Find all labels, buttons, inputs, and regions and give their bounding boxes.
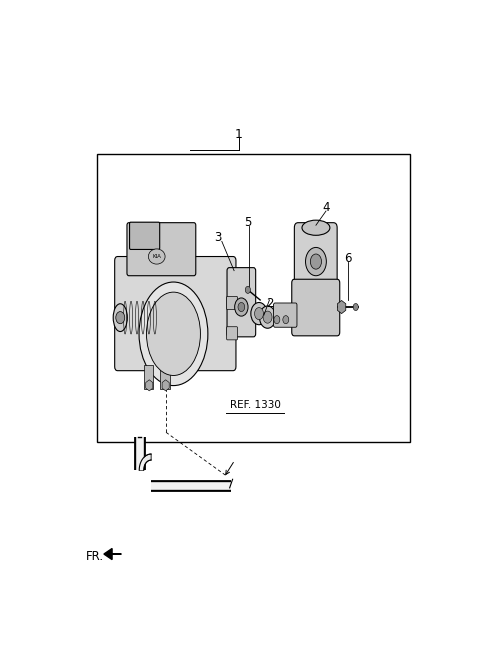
Text: FR.: FR. <box>86 550 104 563</box>
Ellipse shape <box>113 304 127 331</box>
Circle shape <box>274 316 280 323</box>
Circle shape <box>251 302 267 325</box>
FancyArrow shape <box>104 548 121 560</box>
Text: KIA: KIA <box>152 254 161 259</box>
FancyBboxPatch shape <box>227 327 238 340</box>
Circle shape <box>353 304 359 310</box>
Text: REF. 1330: REF. 1330 <box>230 400 281 409</box>
Circle shape <box>311 254 322 269</box>
Circle shape <box>305 247 326 276</box>
Circle shape <box>235 298 248 316</box>
FancyBboxPatch shape <box>130 222 160 249</box>
FancyBboxPatch shape <box>227 268 256 337</box>
Ellipse shape <box>302 220 330 236</box>
Circle shape <box>116 312 125 323</box>
FancyBboxPatch shape <box>127 222 196 276</box>
FancyBboxPatch shape <box>292 279 340 336</box>
Bar <box>160 365 170 390</box>
Text: 6: 6 <box>345 251 352 264</box>
Text: 3: 3 <box>215 232 222 244</box>
Ellipse shape <box>139 282 208 386</box>
Polygon shape <box>139 454 151 470</box>
Circle shape <box>254 308 264 319</box>
Circle shape <box>238 302 245 312</box>
FancyBboxPatch shape <box>115 256 236 371</box>
Circle shape <box>263 311 272 323</box>
Text: 1: 1 <box>235 128 242 141</box>
Circle shape <box>283 316 289 323</box>
Text: 2: 2 <box>266 297 274 310</box>
FancyBboxPatch shape <box>274 303 297 327</box>
Bar <box>144 365 153 390</box>
Circle shape <box>245 286 251 293</box>
Ellipse shape <box>146 292 201 375</box>
FancyBboxPatch shape <box>227 297 238 310</box>
Text: 5: 5 <box>244 216 252 229</box>
Text: 4: 4 <box>322 201 330 214</box>
Bar <box>97 155 409 442</box>
Ellipse shape <box>148 249 165 264</box>
Circle shape <box>259 306 276 328</box>
FancyBboxPatch shape <box>294 222 337 291</box>
